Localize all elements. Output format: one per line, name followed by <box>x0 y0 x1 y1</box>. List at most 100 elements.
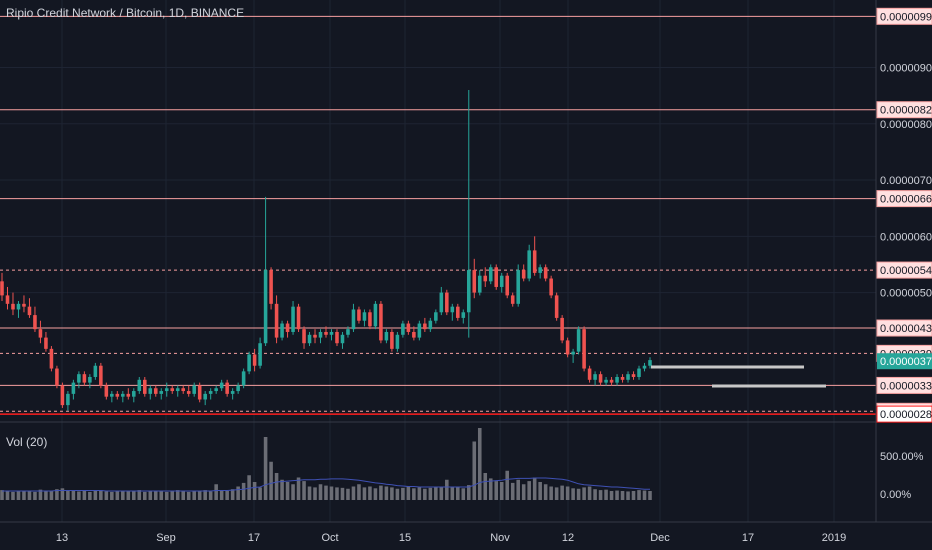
volume-bar <box>532 477 537 500</box>
volume-bar <box>252 482 257 500</box>
volume-bar <box>466 485 471 500</box>
candle-body <box>208 391 213 394</box>
volume-bar <box>159 491 164 500</box>
candle-body <box>466 270 471 313</box>
volume-bar <box>285 482 290 500</box>
volume-bar <box>269 461 273 500</box>
level-badge-label: 0.00000335 <box>880 380 932 392</box>
volume-bar <box>582 487 586 500</box>
candle-body <box>329 331 334 335</box>
volume-bar <box>137 490 142 500</box>
candle-body <box>186 391 191 394</box>
volume-bar <box>472 441 477 500</box>
level-badge <box>876 190 932 208</box>
candle-body <box>142 379 147 394</box>
volume-bar <box>565 486 570 500</box>
candle-body <box>598 374 603 383</box>
candle-body <box>5 295 10 304</box>
volume-bar <box>499 482 504 500</box>
candle-body <box>483 275 488 282</box>
candle-body <box>450 306 455 313</box>
volume-bar <box>164 491 169 500</box>
volume-bar <box>82 490 87 500</box>
current-price-badge <box>877 353 932 370</box>
candle-body <box>274 303 279 338</box>
volume-bar <box>494 481 499 500</box>
volume-bar <box>16 490 21 500</box>
candle-body <box>499 275 504 287</box>
time-axis[interactable]: 13 Sep 17 Oct 15 Nov 12 Dec 17 2019 <box>56 532 846 544</box>
volume-label: Vol (20) <box>6 435 48 449</box>
candle-body <box>99 365 103 386</box>
volume-bar <box>368 486 372 500</box>
candle-body <box>230 391 235 394</box>
volume-bar <box>126 491 131 500</box>
volume-bar <box>192 490 196 500</box>
time-tick-label: 13 <box>56 532 68 544</box>
candle-body <box>77 374 81 383</box>
time-tick-label: Dec <box>650 532 670 544</box>
candle-body <box>335 331 339 344</box>
volume-tick-label: 500.00% <box>880 451 924 463</box>
candle-body <box>71 382 76 394</box>
volume-bar <box>230 489 235 500</box>
candle-body <box>318 331 323 338</box>
time-tick-label: 2019 <box>822 532 846 544</box>
candle-body <box>488 267 493 282</box>
candle-body <box>626 374 630 380</box>
candle-body <box>615 376 619 383</box>
volume-bar <box>488 478 493 500</box>
volume-bar <box>324 485 328 500</box>
candle-body <box>549 278 553 296</box>
volume-bar <box>538 482 542 500</box>
candle-body <box>390 331 394 349</box>
candle-body <box>219 382 224 389</box>
level-badge <box>876 319 932 337</box>
candle-body <box>214 388 218 392</box>
volume-bar <box>291 484 295 500</box>
candle-body <box>66 393 70 406</box>
time-tick-label: 17 <box>742 532 754 544</box>
volume-bar <box>357 484 361 500</box>
volume-bar <box>197 491 202 500</box>
candle-body <box>170 388 175 392</box>
candle-body <box>357 309 361 321</box>
volume-bar <box>412 488 416 500</box>
volume-bar <box>428 487 433 500</box>
volume-bar <box>648 491 652 500</box>
volume-bars <box>0 428 652 500</box>
volume-bar <box>587 486 592 500</box>
volume-bar <box>77 491 81 500</box>
volume-bar <box>620 491 625 500</box>
candle-body <box>27 306 32 316</box>
candle-body <box>241 371 246 386</box>
volume-bar <box>521 484 526 500</box>
time-tick-label: 17 <box>248 532 260 544</box>
volume-bar <box>505 470 510 500</box>
candle-body <box>571 351 575 355</box>
volume-bar <box>549 486 553 500</box>
volume-bar <box>49 491 54 500</box>
volume-bar <box>401 487 405 500</box>
candle-body <box>263 270 268 344</box>
volume-bar <box>642 490 647 500</box>
volume-bar <box>384 486 389 500</box>
candle-body <box>412 331 416 338</box>
volume-bar <box>208 491 213 500</box>
candle-body <box>280 323 284 338</box>
volume-bar <box>302 481 306 500</box>
candle-body <box>247 354 251 372</box>
volume-bar <box>637 490 641 500</box>
current-price-label: 0.00000378 <box>880 356 932 368</box>
candle-body <box>148 388 153 394</box>
candle-body <box>368 312 372 327</box>
volume-bar <box>263 437 268 500</box>
candle-body <box>593 374 597 380</box>
volume-bar <box>395 488 400 500</box>
volume-bar <box>203 490 207 500</box>
candle-body <box>477 275 482 293</box>
volume-bar <box>55 489 59 500</box>
volume-bar <box>351 486 356 500</box>
